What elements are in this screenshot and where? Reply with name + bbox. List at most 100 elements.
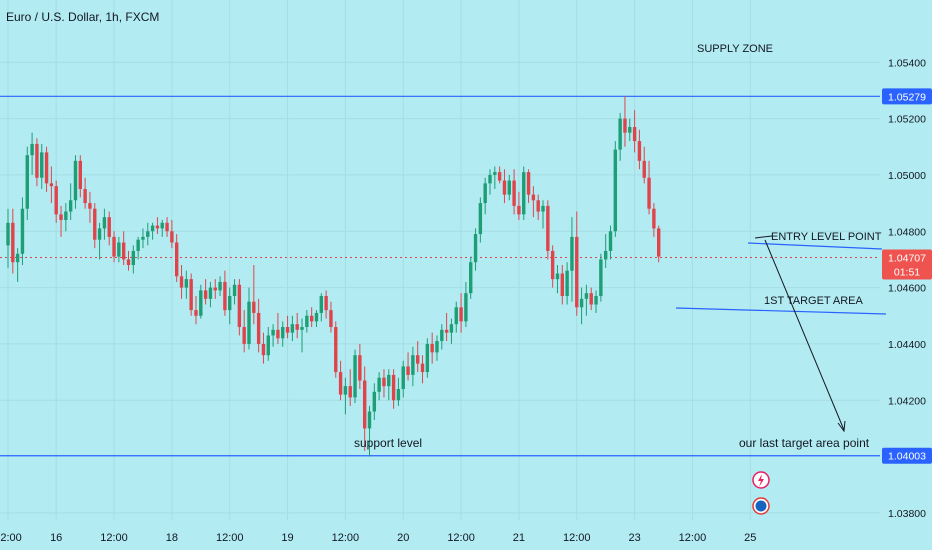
candle-body [300, 327, 304, 330]
candle-body [579, 298, 584, 308]
candle-body [526, 172, 531, 195]
candle-body [6, 222, 10, 246]
candle-body [261, 343, 266, 356]
price-tick-label: 1.04800 [888, 226, 926, 238]
candle-body [449, 324, 454, 333]
candle-body [189, 279, 193, 311]
current-price-tag: 1.04707 01:51 [882, 249, 932, 280]
price-axis[interactable]: 1.05400 1.05200 1.05000 1.04800 1.04600 1.044… [888, 57, 926, 520]
candle-body [589, 293, 593, 305]
candle-body [642, 160, 646, 178]
price-tick-label: 1.04400 [888, 339, 926, 351]
candle-body [242, 327, 246, 344]
candle-body [324, 296, 328, 311]
candle-body [194, 310, 198, 316]
candle-body [546, 205, 550, 251]
candle-body [64, 211, 68, 220]
projection-arrow-short[interactable] [754, 235, 773, 239]
candle-body [208, 287, 213, 299]
candle-body [623, 118, 627, 133]
candle-body [488, 174, 492, 184]
candle-body [232, 284, 237, 297]
grid-lines [0, 0, 880, 520]
candle-body [358, 355, 362, 381]
candle-body [406, 366, 410, 375]
target-trend-line[interactable] [675, 307, 887, 315]
candle-body [377, 377, 381, 392]
candle-body [35, 143, 39, 178]
candle-body [228, 296, 232, 311]
candle-body [531, 194, 536, 201]
candle-body [396, 388, 401, 401]
candle-body [319, 296, 323, 313]
candle-body [68, 200, 73, 212]
candle-body [497, 172, 502, 181]
supply-price-tag: 1.05279 [882, 88, 932, 105]
candle-body [126, 259, 131, 266]
candle-body [290, 324, 295, 333]
time-axis[interactable]: 12:00 16 12:00 18 12:00 19 12:00 20 12:00 21 12:00… [0, 532, 756, 544]
candle-body [285, 327, 290, 333]
candle-body [440, 329, 444, 342]
candle-body [136, 239, 140, 251]
price-tick-label: 1.03800 [888, 508, 926, 520]
entry-trend-line[interactable] [747, 242, 883, 250]
candle-body [11, 222, 15, 263]
candle-body [517, 205, 521, 215]
candle-body [334, 327, 338, 373]
candle-body [522, 172, 526, 215]
candle-body [555, 273, 560, 280]
candle-body [59, 214, 63, 220]
time-tick-label: 18 [166, 532, 178, 544]
news-event-icon[interactable] [752, 497, 770, 515]
candle-body [150, 225, 155, 232]
candle-body [184, 279, 189, 288]
time-tick-label: 12:00 [563, 532, 591, 544]
candle-body [121, 242, 126, 260]
time-tick-label: 25 [744, 532, 756, 544]
candle-body [628, 127, 632, 133]
first-target-label: 1ST TARGET AREA [764, 295, 863, 307]
candle-body [348, 386, 352, 398]
candle-body [570, 236, 574, 271]
candle-body [146, 231, 150, 237]
candle-body [430, 343, 434, 353]
candle-body [512, 180, 516, 206]
price-tick-label: 1.05400 [888, 57, 926, 69]
candle-body [594, 296, 598, 305]
candle-body [550, 250, 555, 280]
candle-body [652, 208, 656, 229]
candle-body [44, 152, 49, 184]
time-tick-label: 20 [397, 532, 409, 544]
lightning-event-icon[interactable] [752, 471, 770, 489]
candle-body [575, 236, 579, 308]
projection-arrow[interactable] [764, 239, 845, 431]
candle-body [179, 276, 184, 288]
candle-body [469, 262, 473, 294]
candle-body [305, 315, 309, 328]
candles [6, 96, 661, 457]
candle-body [237, 284, 242, 328]
candle-body [618, 118, 622, 150]
candle-body [382, 377, 386, 387]
candle-body [435, 341, 439, 353]
candle-body [170, 231, 174, 243]
supply-zone-label: SUPPLY ZONE [697, 43, 773, 55]
candle-body [637, 141, 642, 161]
candle-body [416, 355, 420, 364]
candle-body [165, 222, 169, 232]
candle-body [256, 312, 261, 344]
candle-body [444, 329, 449, 333]
last-target-label: our last target area point [739, 436, 870, 450]
candle-body [329, 310, 333, 328]
candle-body [73, 160, 78, 201]
candle-body [271, 329, 275, 336]
candle-body [507, 180, 511, 195]
candle-body [411, 355, 415, 375]
candle-body [536, 200, 540, 212]
candle-body [155, 225, 160, 229]
candle-body [647, 177, 651, 209]
time-tick-label: 12:00 [679, 532, 707, 544]
